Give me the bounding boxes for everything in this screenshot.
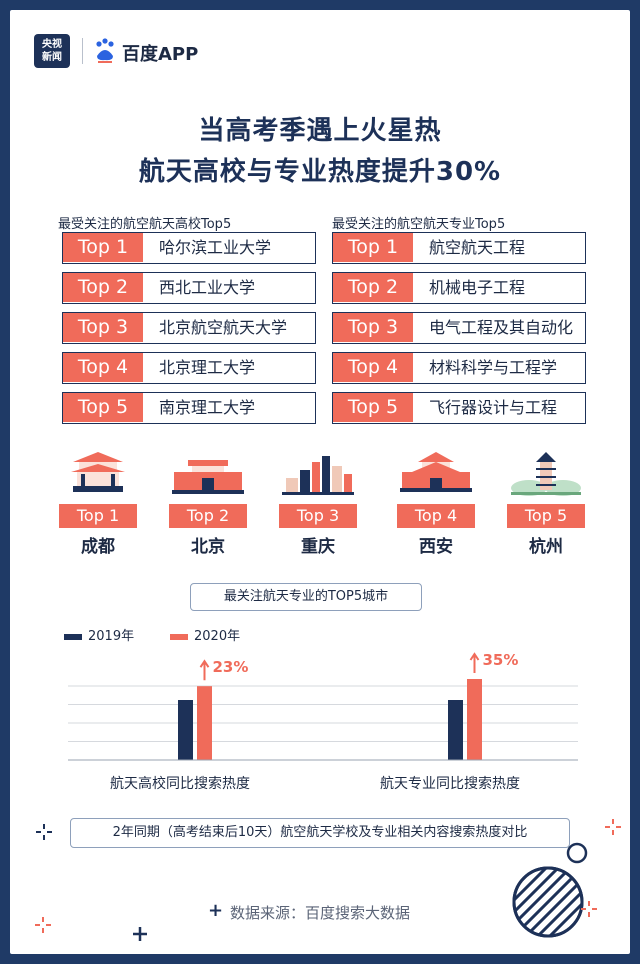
city-item: Top 4 西安 [396, 448, 476, 557]
city-name: 成都 [81, 537, 115, 557]
rank-tag: Top 5 [63, 393, 143, 422]
category-label: 航天高校同比搜索热度 [110, 776, 250, 792]
city-name: 北京 [191, 537, 225, 557]
city-rank-tag: Top 3 [279, 504, 357, 528]
bar [197, 686, 212, 760]
rank-name: 南京理工大学 [159, 398, 256, 417]
logo-divider [82, 38, 83, 64]
rank-tag: Top 2 [333, 273, 413, 302]
rank-row: Top 3 北京航空航天大学 [62, 312, 316, 344]
rank-row: Top 4 北京理工大学 [62, 352, 316, 384]
rank-row: Top 2 机械电子工程 [332, 272, 586, 304]
city-rank-tag: Top 1 [59, 504, 137, 528]
majors-heading: 最受关注的航空航天专业Top5 [332, 217, 506, 232]
xian-city-gate-icon [400, 452, 472, 492]
rank-name: 北京理工大学 [159, 358, 256, 377]
title-line-1: 当高考季遇上火星热 [198, 116, 442, 146]
rank-row: Top 3 电气工程及其自动化 [332, 312, 586, 344]
rank-tag: Top 4 [333, 353, 413, 382]
rank-tag: Top 2 [63, 273, 143, 302]
legend-swatch-2019 [64, 633, 82, 640]
rank-name: 航空航天工程 [429, 238, 526, 257]
legend-swatch-2020 [170, 633, 188, 640]
plus-decoration-icon: + [208, 900, 224, 921]
comparison-footnote: 2年同期（高考结束后10天）航空航天学校及专业相关内容搜索热度对比 [70, 818, 570, 848]
rank-tag: Top 1 [333, 233, 413, 262]
sparkle-decoration-icon [35, 917, 51, 933]
rank-row: Top 1 哈尔滨工业大学 [62, 232, 316, 264]
cctv-news-logo: 央视 新闻 [34, 34, 70, 68]
rank-row: Top 5 南京理工大学 [62, 392, 316, 424]
rank-tag: Top 3 [63, 313, 143, 342]
rank-name: 北京航空航天大学 [159, 318, 288, 337]
baidu-app-logo-text: 百度APP [122, 44, 199, 65]
rank-tag: Top 1 [63, 233, 143, 262]
increase-label: 23% [212, 658, 249, 677]
city-rank-tag: Top 5 [507, 504, 585, 528]
pavilion-icon [71, 452, 125, 492]
rank-name: 西北工业大学 [159, 278, 256, 297]
increase-label: 35% [482, 651, 519, 669]
sparkle-decoration-icon [36, 824, 52, 840]
bar [178, 700, 193, 760]
rank-row: Top 4 材料科学与工程学 [332, 352, 586, 384]
rank-row: Top 1 航空航天工程 [332, 232, 586, 264]
rank-tag: Top 5 [333, 393, 413, 422]
city-rank-tag: Top 4 [397, 504, 475, 528]
planet-small-icon [566, 842, 588, 864]
city-item: Top 1 成都 [58, 448, 138, 557]
rank-name: 哈尔滨工业大学 [159, 238, 272, 257]
city-name: 西安 [419, 537, 453, 557]
rank-name: 飞行器设计与工程 [429, 398, 558, 417]
rank-name: 机械电子工程 [429, 278, 526, 297]
universities-heading: 最受关注的航空航天高校Top5 [58, 217, 232, 232]
sparkle-decoration-icon [605, 819, 621, 835]
chongqing-skyline-icon [282, 456, 354, 495]
bar [448, 700, 463, 760]
rank-row: Top 2 西北工业大学 [62, 272, 316, 304]
pagoda-icon [511, 452, 581, 496]
rank-tag: Top 3 [333, 313, 413, 342]
city-item: Top 3 重庆 [278, 448, 358, 557]
baidu-paw-icon [96, 38, 114, 63]
city-name: 重庆 [301, 537, 335, 557]
increase-arrow-icon [199, 659, 210, 681]
sparkle-decoration-icon [581, 901, 597, 917]
city-name: 杭州 [529, 537, 563, 557]
striped-planet-icon [512, 866, 584, 938]
legend-2020: 2020年 [170, 625, 240, 644]
cities-caption: 最关注航天专业的TOP5城市 [190, 583, 422, 611]
bar [467, 679, 482, 760]
infographic-card: 央视 新闻 百度APP 当高考季遇上火星热 航天高校与专业热度提升30% 最受关… [10, 10, 630, 954]
category-label: 航天专业同比搜索热度 [380, 776, 520, 792]
tiananmen-icon [172, 460, 244, 494]
search-heat-bar-chart [68, 652, 578, 761]
city-rank-tag: Top 2 [169, 504, 247, 528]
city-item: Top 2 北京 [168, 448, 248, 557]
plus-decoration-icon [133, 927, 147, 941]
rank-name: 材料科学与工程学 [429, 358, 558, 377]
data-source: 数据来源：百度搜索大数据 [230, 904, 411, 922]
rank-row: Top 5 飞行器设计与工程 [332, 392, 586, 424]
increase-arrow-icon [469, 652, 480, 673]
rank-tag: Top 4 [63, 353, 143, 382]
city-item: Top 5 杭州 [506, 448, 586, 557]
legend-2019: 2019年 [64, 625, 134, 644]
title-line-2: 航天高校与专业热度提升30% [138, 157, 502, 187]
rank-name: 电气工程及其自动化 [429, 318, 574, 337]
